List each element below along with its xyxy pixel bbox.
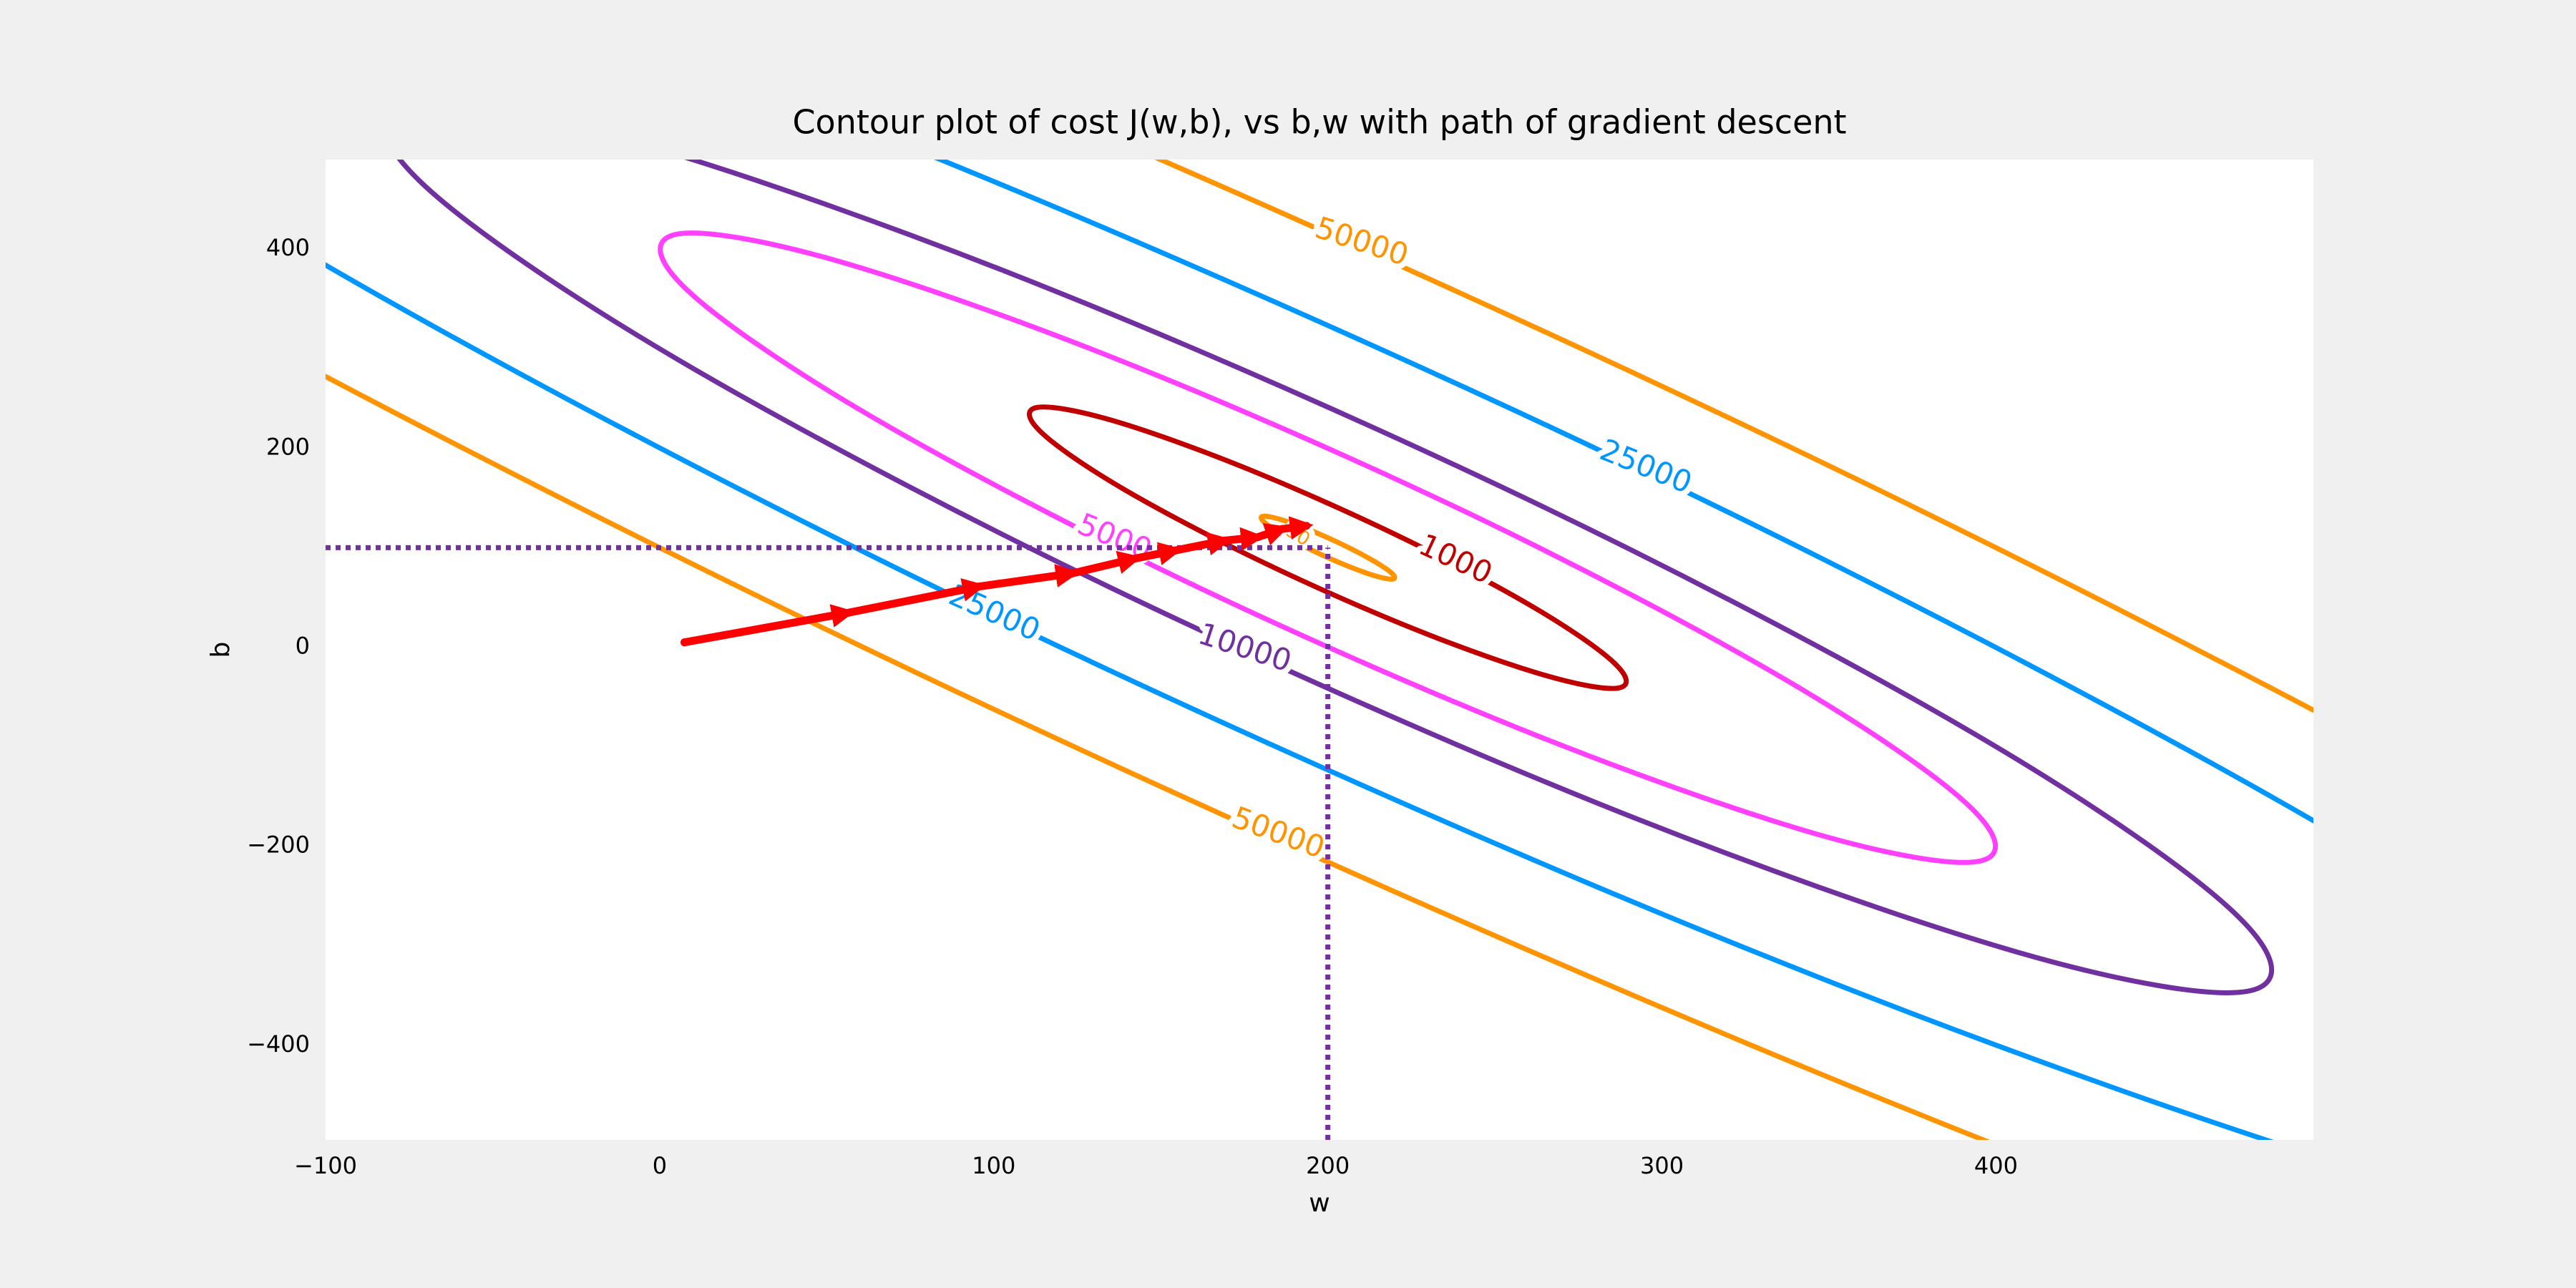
x-tick-label: 300 <box>1640 1152 1684 1179</box>
x-tick-label: 400 <box>1974 1152 2018 1179</box>
descent-arrow <box>975 564 1080 591</box>
descent-arrow <box>844 578 986 617</box>
plot-area <box>326 160 2313 1140</box>
contour-line <box>326 160 2313 1140</box>
y-axis-label: b <box>206 642 235 658</box>
x-tick-label: −100 <box>294 1152 357 1179</box>
x-axis-label: w <box>1309 1189 1330 1218</box>
descent-arrow <box>1220 527 1265 551</box>
y-tick-label: −400 <box>247 1030 310 1058</box>
y-tick-label: 0 <box>296 633 310 660</box>
contour-line <box>1027 404 1629 691</box>
contour-line <box>658 230 1999 865</box>
y-tick-label: 200 <box>266 433 310 460</box>
chart-title: Contour plot of cost J(w,b), vs b,w with… <box>792 103 1846 142</box>
axes-layer: −100 0 100 200 300 400 −400 −200 0 200 400 <box>247 234 2018 1179</box>
x-tick-label: 200 <box>1306 1152 1350 1179</box>
descent-arrow <box>1131 542 1183 565</box>
descent-arrow <box>1171 532 1232 556</box>
descent-arrow <box>680 604 855 647</box>
descent-arrow <box>1278 516 1314 540</box>
x-tick-label: 0 <box>653 1152 667 1179</box>
descent-arrow <box>1253 522 1289 546</box>
y-tick-label: 400 <box>266 234 310 261</box>
contour-line <box>1258 513 1397 582</box>
x-tick-label: 100 <box>972 1152 1015 1179</box>
y-tick-label: −200 <box>247 831 310 859</box>
descent-arrow <box>1068 550 1142 577</box>
contour-line <box>396 160 2275 995</box>
